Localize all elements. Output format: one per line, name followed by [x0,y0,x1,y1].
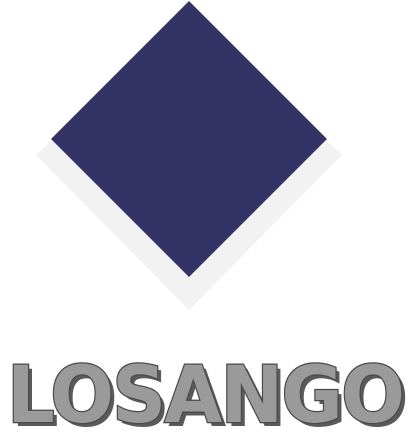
brand-wordmark-text: LOSANGO [7,352,403,441]
logo-mark [36,1,342,310]
diamond-shape [51,1,327,277]
brand-wordmark: LOSANGO LOSANGO [0,350,412,445]
brand-wordmark-shadow: LOSANGO [11,355,407,444]
diamond-icon [36,1,342,310]
